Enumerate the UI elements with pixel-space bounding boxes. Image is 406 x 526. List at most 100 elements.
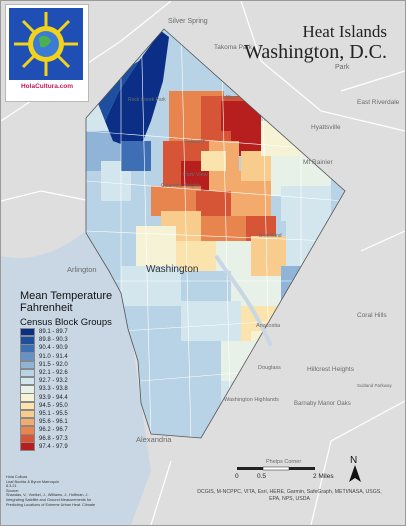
legend-swatch [20, 385, 35, 394]
legend-row: 89.1 - 89.7 [20, 327, 112, 337]
credits-line-5: Shandas, V., Voelkel, J., Williams, J., … [6, 493, 89, 498]
legend-label: 91.0 - 91.4 [39, 353, 68, 360]
anacostia-river [214, 254, 273, 347]
legend-label: 93.3 - 93.8 [39, 386, 68, 393]
legend-row: 92.7 - 93.2 [20, 376, 112, 386]
scale-label-mid: 0.5 [257, 473, 266, 480]
legend-swatch [20, 426, 35, 435]
credits-line-1: Hola Cultura [6, 475, 28, 479]
legend-swatch [20, 344, 35, 353]
legend-label: 90.4 - 90.9 [39, 345, 68, 352]
legend-swatch [20, 376, 35, 386]
legend-label: 95.1 - 95.5 [39, 410, 68, 417]
legend-row: 93.9 - 94.4 [20, 393, 112, 402]
legend-swatch [20, 327, 35, 337]
label-alexandria: Alexandria [136, 435, 172, 444]
label-park: Park [335, 64, 350, 71]
map-title-line1: Heat Islands [302, 22, 387, 41]
map-title-line2: Washington, D.C. [244, 41, 387, 63]
legend-swatch [20, 417, 35, 427]
north-letter: N [350, 455, 357, 466]
label-arlington: Arlington [67, 265, 97, 274]
legend-row: 94.5 - 95.0 [20, 401, 112, 411]
legend-swatch [20, 409, 35, 419]
legend-label: 96.2 - 96.7 [39, 427, 68, 434]
legend-label: 94.5 - 95.0 [39, 402, 68, 409]
label-coral-hills: Coral Hills [357, 312, 387, 319]
legend-row: 95.1 - 95.5 [20, 409, 112, 419]
legend-swatch [20, 393, 35, 402]
label-brookland: Brookland [259, 233, 282, 239]
legend-heading-line1: Mean Temperature [20, 290, 113, 302]
credits-line-7: Predicting Locations of Extreme Urban He… [6, 502, 96, 507]
label-washington-highlands: Washington Highlands [224, 397, 279, 403]
potomac-river [1, 231, 151, 525]
legend: Mean Temperature Fahrenheit Census Block… [20, 290, 112, 451]
legend-label: 91.5 - 92.0 [39, 361, 68, 368]
legend-label: 96.8 - 97.3 [39, 435, 68, 442]
label-suitland-parkway: Suitland Parkway [357, 383, 393, 388]
north-arrow-icon: N [349, 455, 361, 482]
legend-row: 97.4 - 97.9 [20, 442, 112, 451]
label-columbia-heights: Columbia Heights [161, 183, 201, 189]
legend-label: 89.1 - 89.7 [39, 329, 68, 336]
label-silver-spring: Silver Spring [168, 18, 208, 25]
legend-rows: 89.1 - 89.7 89.8 - 90.3 90.4 - 90.9 91.0 - … [20, 327, 112, 451]
legend-row: 89.8 - 90.3 [20, 336, 112, 345]
label-barnaby-manor-oaks: Barnaby Manor Oaks [294, 401, 351, 407]
legend-label: 92.7 - 93.2 [39, 378, 68, 385]
legend-label: 92.1 - 92.6 [39, 370, 68, 377]
block-group-borders [86, 29, 345, 438]
legend-swatch [20, 352, 35, 361]
attribution-line1: DCGIS, M-NCPPC, VITA, Esri, HERE, Garmin… [197, 489, 382, 495]
holacultura-logo: HolaCultura.com [5, 4, 89, 102]
legend-row: 96.8 - 97.3 [20, 434, 112, 443]
credits-line-6: Integrating Satellite and Ground Measure… [6, 497, 92, 502]
legend-row: 95.6 - 96.1 [20, 417, 112, 427]
legend-subheading: Census Block Groups [20, 317, 112, 328]
label-east-riverdale: East Riverdale [357, 99, 400, 106]
label-petworth: Petworth [184, 139, 206, 145]
legend-row: 90.4 - 90.9 [20, 344, 112, 353]
legend-label: 97.4 - 97.9 [39, 443, 68, 450]
legend-label: 93.9 - 94.4 [39, 394, 68, 401]
label-phelps-corner: Phelps Corner [266, 459, 301, 465]
label-takoma-park: Takoma Park [214, 44, 253, 51]
legend-label: 89.8 - 90.3 [39, 337, 68, 344]
label-park-view: Park View [183, 172, 208, 178]
credits-line-3: 8.3.21 [6, 484, 17, 489]
label-anacostia: Anacostia [256, 323, 281, 329]
legend-row: 96.2 - 96.7 [20, 426, 112, 435]
legend-swatch [20, 442, 35, 451]
label-douglass: Douglass [258, 365, 281, 371]
sun-globe-icon [14, 12, 78, 76]
legend-row: 91.0 - 91.4 [20, 352, 112, 361]
scale-label-end: 2 Miles [313, 473, 334, 480]
label-mt-rainier: Mt Rainier [303, 159, 333, 166]
credits-line-2: Leaf Buchta & Byron Marroquin [6, 479, 59, 484]
label-hyattsville: Hyattsville [311, 124, 341, 131]
label-hillcrest-heights: Hillcrest Heights [307, 366, 355, 373]
map-attribution: DCGIS, M-NCPPC, VITA, Esri, HERE, Garmin… [197, 489, 382, 503]
legend-row: 92.1 - 92.6 [20, 368, 112, 378]
legend-swatch [20, 434, 35, 443]
legend-swatch [20, 401, 35, 411]
scale-label-zero: 0 [235, 473, 239, 480]
legend-swatch [20, 368, 35, 378]
logo-panel [9, 8, 83, 80]
legend-row: 91.5 - 92.0 [20, 360, 112, 370]
label-washington: Washington [146, 264, 198, 275]
legend-heading-line2: Fahrenheit [20, 302, 73, 314]
label-rock-creek-park: Rock Creek Park [128, 97, 166, 103]
legend-swatch [20, 336, 35, 345]
legend-row: 93.3 - 93.8 [20, 385, 112, 394]
scale-bar: 0 0.5 2 Miles [235, 466, 334, 480]
legend-swatch [20, 360, 35, 370]
label-hillum: Hillum [223, 95, 239, 101]
logo-url: HolaCultura.com [20, 83, 73, 90]
credits-line-4: Source: [6, 488, 20, 493]
legend-label: 95.6 - 96.1 [39, 419, 68, 426]
attribution-line2: EPA, NPS, USDA [269, 496, 310, 502]
